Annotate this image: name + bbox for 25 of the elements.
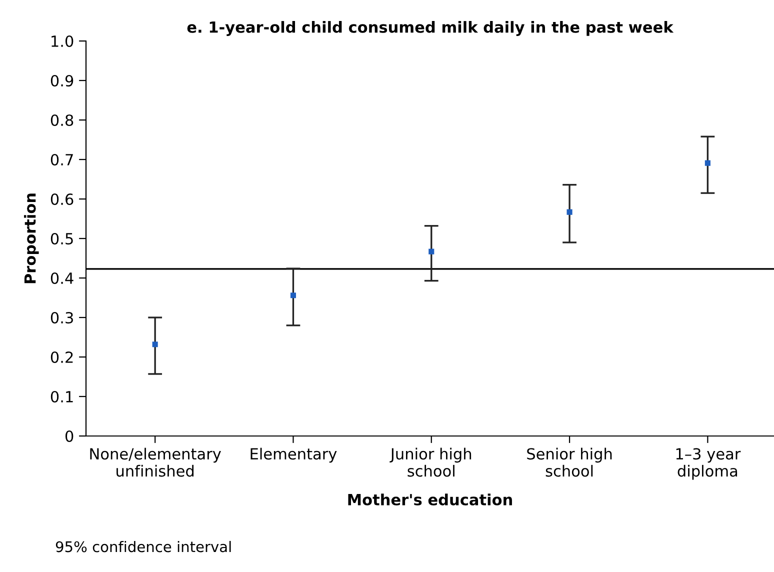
x-tick-label: 1–3 year diploma bbox=[676, 448, 741, 480]
x-tick-label: None/elementary unfinished bbox=[90, 448, 221, 477]
y-tick-label: 0.3 bbox=[50, 312, 73, 324]
point bbox=[290, 292, 296, 298]
y-axis-title: Proportion bbox=[24, 194, 39, 284]
point bbox=[152, 342, 158, 348]
text: 95% confidence interval bbox=[56, 540, 231, 552]
y-tick-label: 0.1 bbox=[50, 390, 73, 403]
point bbox=[704, 160, 710, 166]
x-tick-label: Elementary bbox=[250, 448, 337, 463]
y-tick-label: 1.0 bbox=[52, 35, 74, 48]
y-tick-label: 0.7 bbox=[50, 154, 73, 166]
y-tick-label: 0.4 bbox=[50, 272, 74, 284]
point bbox=[566, 209, 572, 215]
chart-title: e. 1-year-old child consumed milk daily in the past week bbox=[187, 21, 674, 36]
x-tick-label: Senior high school bbox=[527, 448, 612, 477]
y-tick-label: 0.6 bbox=[50, 193, 74, 206]
x-tick-label: Junior high school bbox=[390, 448, 472, 477]
y-tick-label: 0 bbox=[65, 430, 74, 442]
y-tick-label: 0.8 bbox=[50, 114, 74, 126]
point bbox=[428, 248, 434, 254]
y-tick-label: 0.2 bbox=[50, 351, 73, 364]
y-tick-label: 0.5 bbox=[50, 232, 73, 245]
y-tick-label: 0.9 bbox=[50, 74, 74, 87]
x-axis-title: Mother's education bbox=[348, 494, 512, 506]
